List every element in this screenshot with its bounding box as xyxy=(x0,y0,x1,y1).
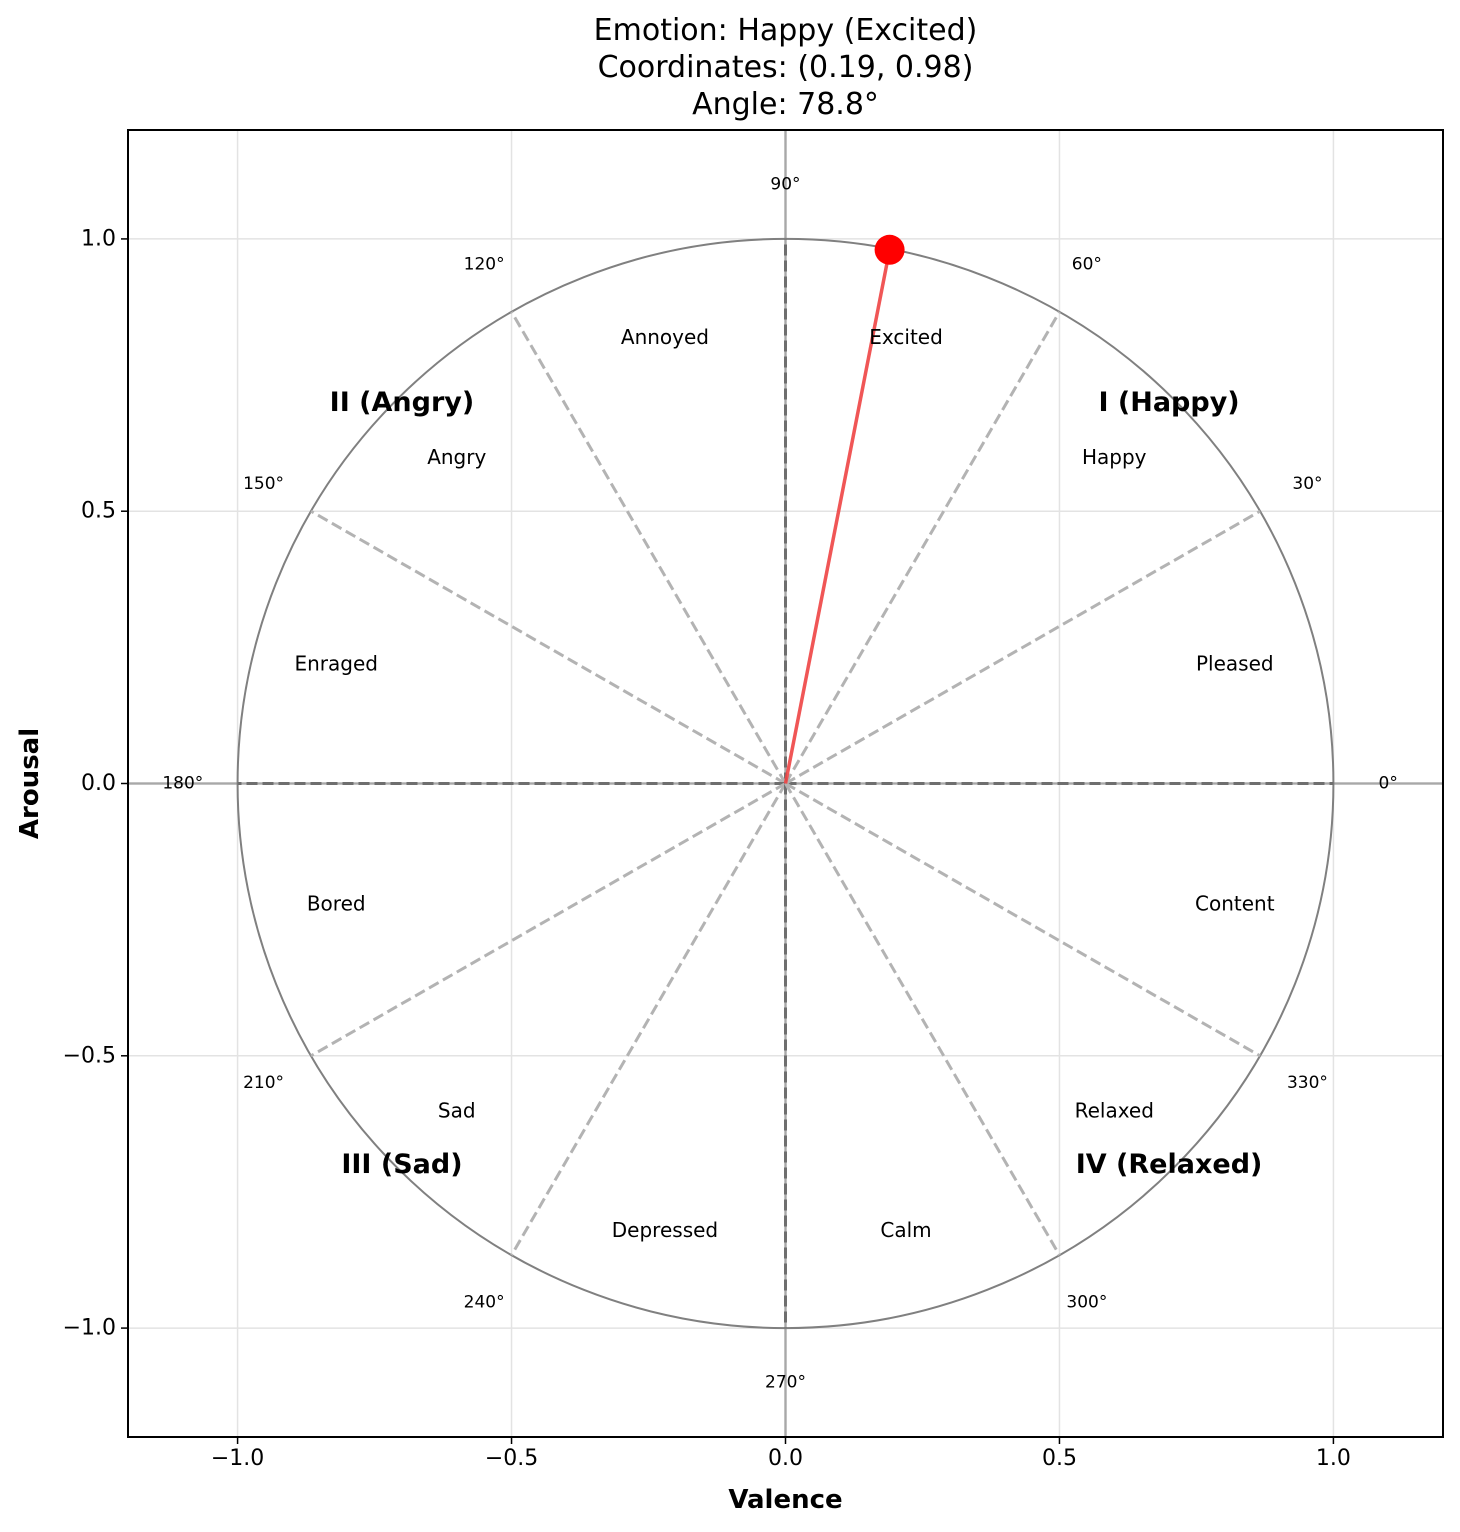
sector-line xyxy=(784,509,1261,785)
angle-label: 180° xyxy=(162,774,203,794)
emotion-label: Angry xyxy=(427,445,486,469)
geometry-layer xyxy=(128,130,1443,1437)
angle-label: 330° xyxy=(1287,1073,1328,1093)
angle-label: 210° xyxy=(243,1073,284,1093)
chart-title-line-3: Angle: 78.8° xyxy=(692,87,879,122)
y-tick-label: −1.0 xyxy=(63,1316,116,1341)
angle-label: 150° xyxy=(243,474,284,494)
y-axis-label: Arousal xyxy=(15,728,45,839)
quadrant-label: I (Happy) xyxy=(1098,387,1239,418)
angle-label: 240° xyxy=(464,1292,505,1312)
chart-title: Emotion: Happy (Excited) Coordinates: (0… xyxy=(128,12,1443,123)
x-tick-label: 1.0 xyxy=(1316,1446,1351,1471)
sector-line xyxy=(310,782,787,1058)
sector-line xyxy=(784,782,1261,1058)
angle-label: 300° xyxy=(1066,1292,1107,1312)
emotion-point xyxy=(874,234,905,265)
sector-line xyxy=(510,311,787,785)
x-tick-label: −0.5 xyxy=(485,1446,538,1471)
axes-layer: −1.0 −0.5 0.0 0.5 1.0 1.0 0.5 0.0 −0.5 −1.0 Valenc… xyxy=(15,129,1444,1515)
angle-label: 30° xyxy=(1292,474,1322,494)
sector-line xyxy=(310,509,787,785)
emotion-label: Annoyed xyxy=(621,325,709,349)
angle-label: 90° xyxy=(770,174,800,194)
x-tick-label: 0.5 xyxy=(1042,1446,1077,1471)
quadrant-label: II (Angry) xyxy=(330,387,475,418)
x-axis-label: Valence xyxy=(728,1485,842,1515)
angle-label: 120° xyxy=(464,255,505,275)
chart-title-line-2: Coordinates: (0.19, 0.98) xyxy=(597,50,974,85)
emotion-label: Excited xyxy=(869,325,943,349)
emotion-label: Content xyxy=(1195,891,1275,915)
x-tick-label: −1.0 xyxy=(211,1446,264,1471)
sector-line xyxy=(784,311,1061,785)
sector-line xyxy=(510,782,787,1256)
emotion-label: Sad xyxy=(438,1098,476,1122)
quadrant-label: III (Sad) xyxy=(341,1149,462,1180)
emotion-label: Relaxed xyxy=(1075,1098,1154,1122)
emotion-label: Happy xyxy=(1082,445,1147,469)
emotion-label: Enraged xyxy=(294,652,378,676)
emotion-label: Bored xyxy=(307,891,366,915)
emotion-label: Calm xyxy=(880,1218,931,1242)
emotion-vector xyxy=(783,249,892,784)
emotion-label: Depressed xyxy=(612,1218,718,1242)
chart-title-line-1: Emotion: Happy (Excited) xyxy=(593,13,978,48)
angle-label: 0° xyxy=(1379,774,1398,794)
sector-line xyxy=(784,782,1061,1256)
y-tick-label: −0.5 xyxy=(63,1043,116,1068)
angle-label: 270° xyxy=(765,1373,806,1393)
y-tick-label: 0.5 xyxy=(81,499,116,524)
angle-label: 60° xyxy=(1072,255,1102,275)
x-tick-label: 0.0 xyxy=(768,1446,803,1471)
emotion-label: Pleased xyxy=(1196,652,1274,676)
quadrant-label: IV (Relaxed) xyxy=(1076,1149,1263,1180)
y-tick-label: 0.0 xyxy=(81,771,116,796)
y-tick-label: 1.0 xyxy=(81,226,116,251)
label-layer: 0° 30° 60° 90° 120° 150° 180° 210° 240° 270° 300° 3… xyxy=(162,174,1398,1392)
